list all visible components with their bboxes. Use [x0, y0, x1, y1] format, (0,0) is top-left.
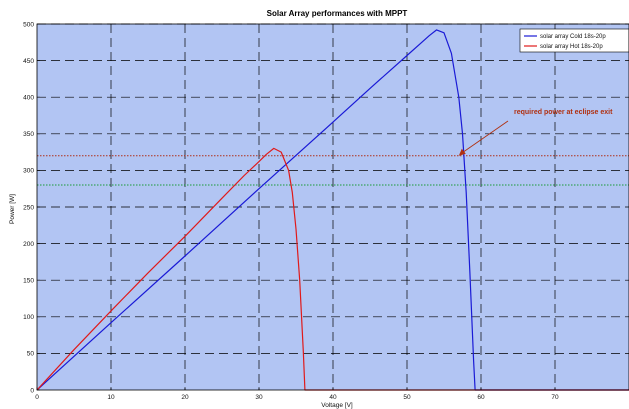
x-ticks: 0 10 20 30 40 50 60 70 [35, 387, 559, 401]
y-tick-label: 0 [30, 387, 34, 394]
legend: solar array Cold 18s-20p solar array Hot … [519, 28, 629, 53]
y-axis-label: Power [W] [9, 194, 16, 224]
y-tick-label: 150 [23, 278, 34, 285]
annotation-arrowhead [458, 148, 466, 156]
x-tick-label: 70 [551, 394, 559, 401]
x-tick-label: 30 [255, 394, 263, 401]
y-tick-label: 450 [23, 58, 34, 65]
annotation-text: required power at eclipse exit [514, 109, 613, 116]
y-tick-label: 350 [23, 131, 34, 138]
legend-label: solar array Cold 18s-20p [540, 34, 606, 40]
x-tick-label: 60 [477, 394, 485, 401]
series-line [36, 147, 629, 391]
series-line [36, 29, 629, 391]
series-lines [36, 29, 629, 391]
y-tick-label: 300 [23, 168, 34, 175]
x-tick-label: 0 [35, 394, 39, 401]
y-tick-label: 250 [23, 204, 34, 211]
reference-lines [37, 155, 629, 186]
plot-frame [36, 23, 629, 391]
y-tick-label: 500 [23, 21, 34, 28]
annotation-arrow [460, 120, 509, 155]
y-tick-label: 100 [23, 314, 34, 321]
y-tick-label: 200 [23, 241, 34, 248]
legend-box [519, 28, 629, 53]
annotation: required power at eclipse exit [458, 109, 613, 156]
x-tick-label: 40 [329, 394, 337, 401]
x-tick-label: 50 [403, 394, 411, 401]
y-tick-label: 400 [23, 95, 34, 102]
y-tick-label: 50 [27, 351, 35, 358]
y-ticks: 0 50 100 150 200 250 300 350 400 450 500 [23, 21, 40, 394]
x-tick-label: 10 [107, 394, 115, 401]
x-tick-label: 20 [181, 394, 189, 401]
x-axis-label: Voltage [V] [321, 402, 353, 409]
legend-label: solar array Hot 18s-20p [540, 44, 603, 50]
chart-title: Solar Array performances with MPPT [267, 9, 408, 18]
